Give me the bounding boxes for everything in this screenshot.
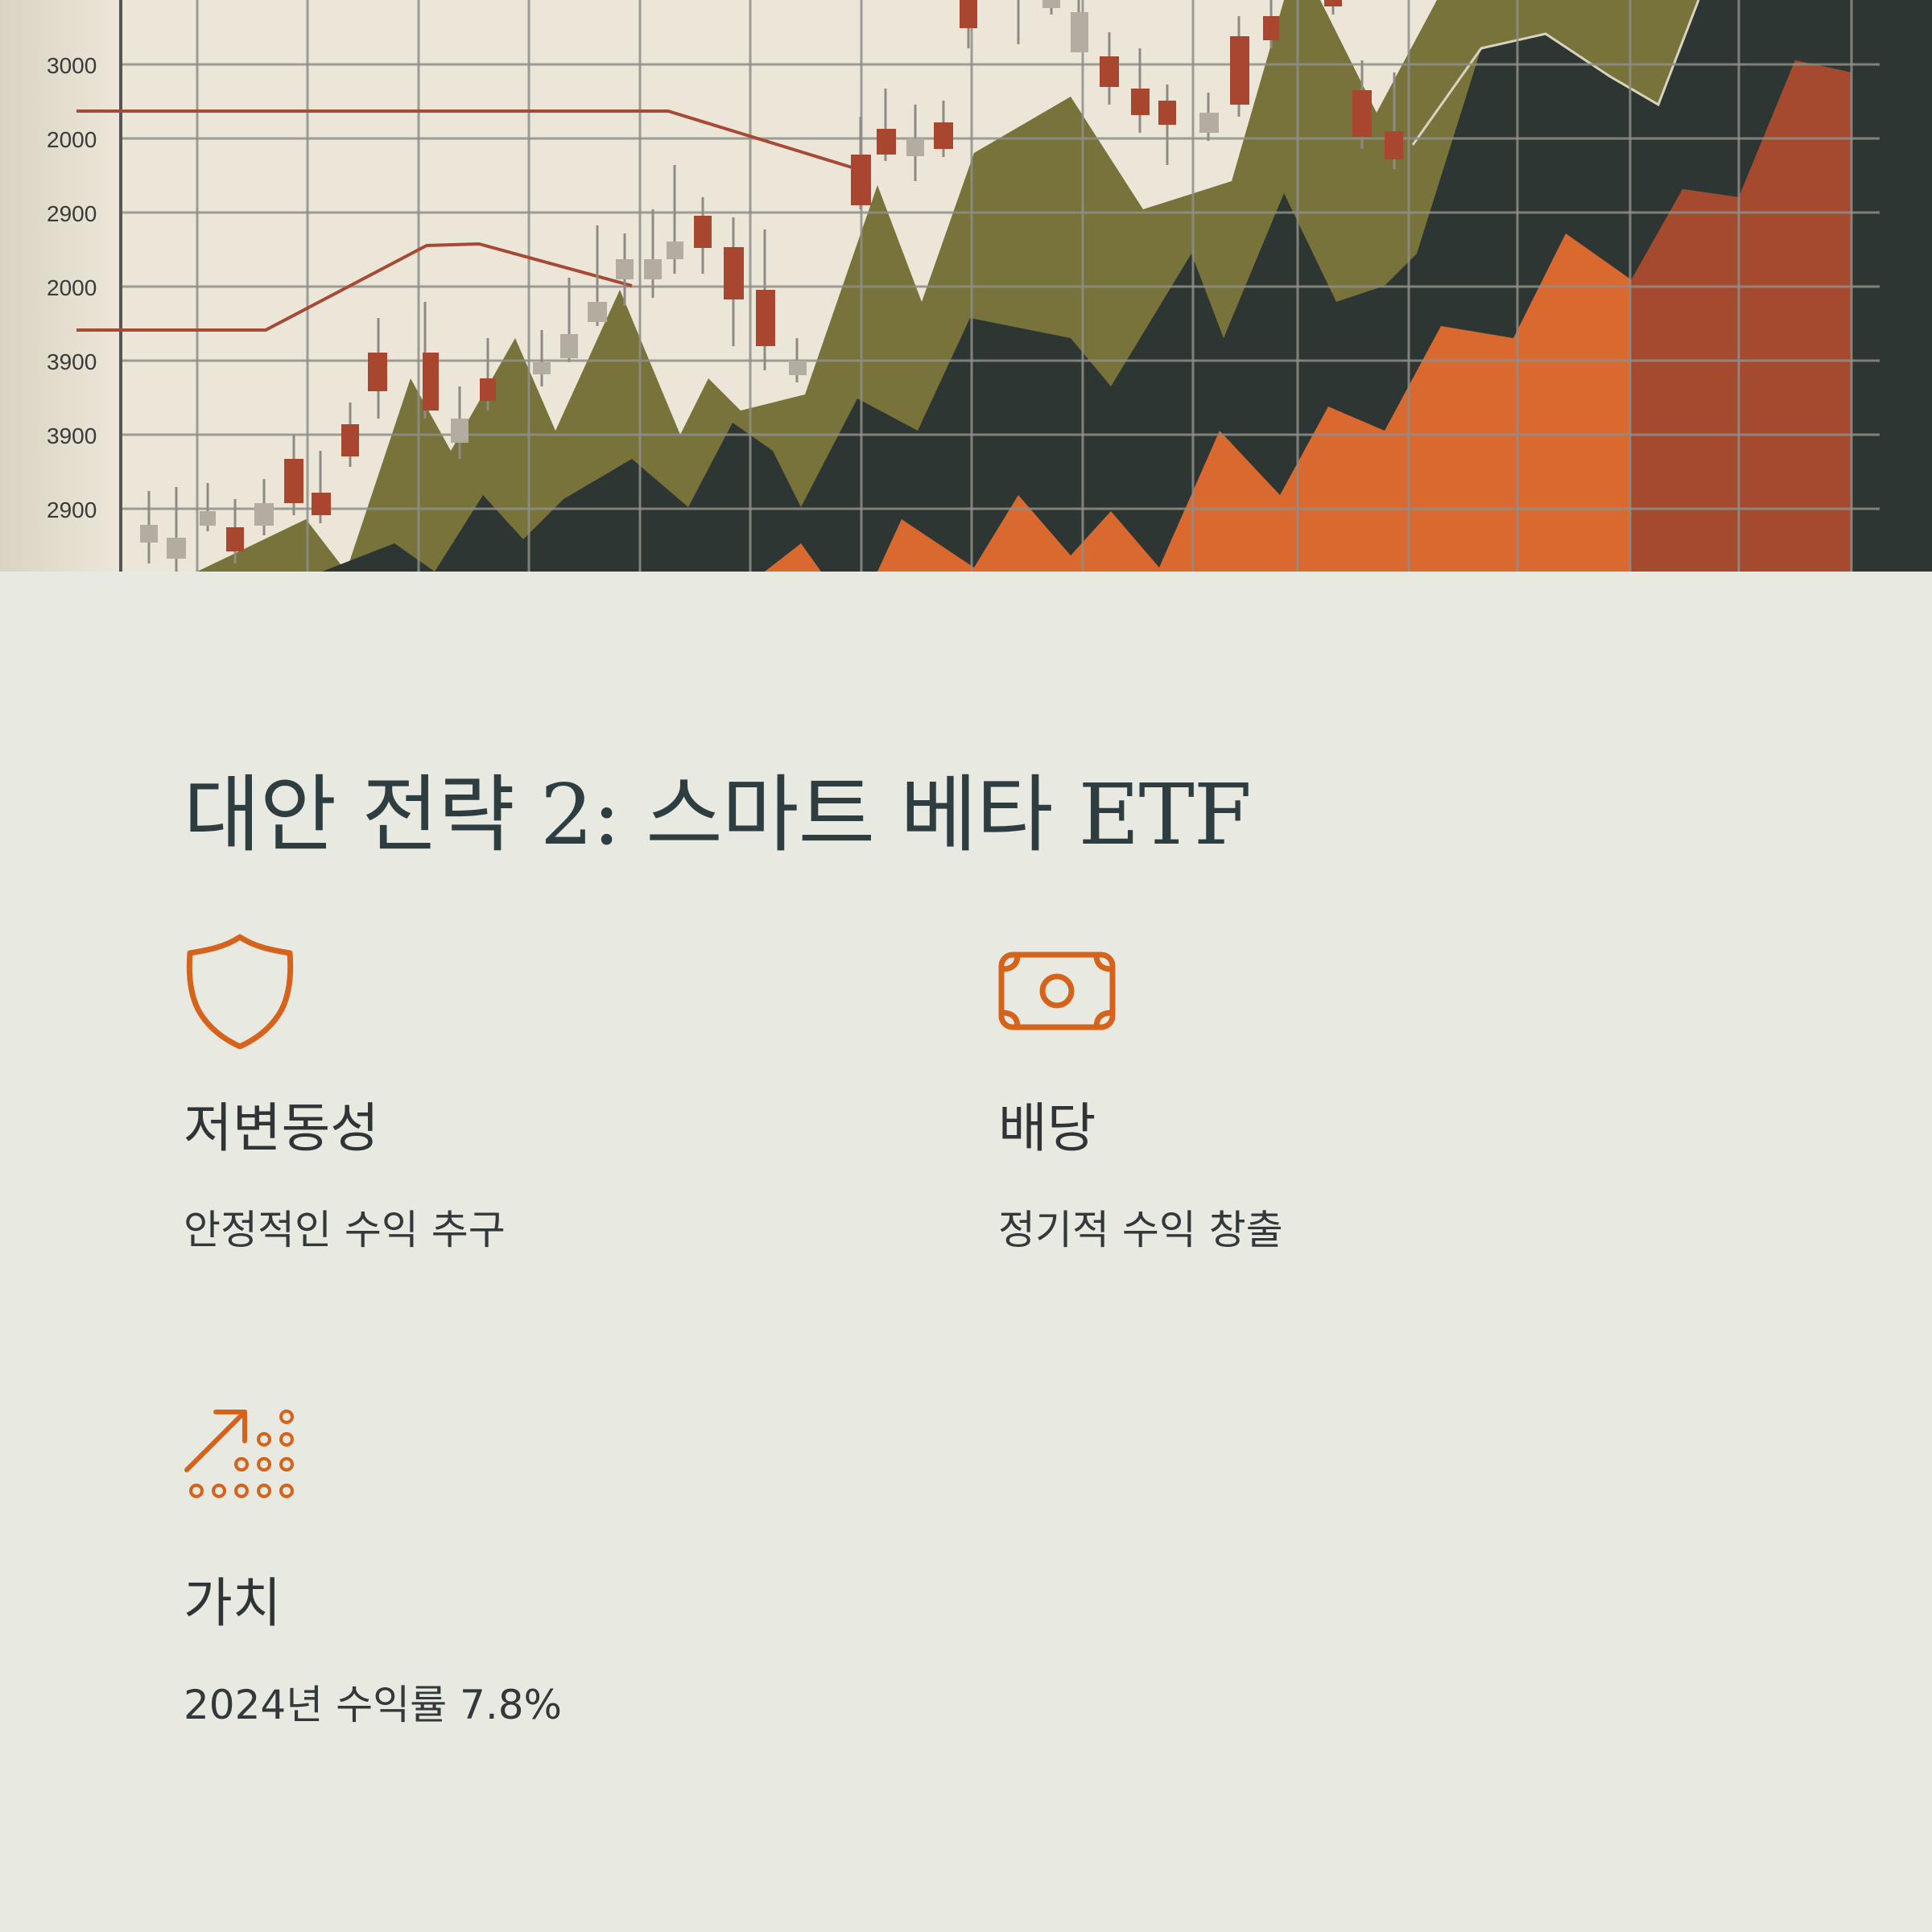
feature-description: 2024년 수익률 7.8% [184,1682,563,1728]
orange-area [765,60,1852,572]
candlesticks [140,0,1403,572]
upper-ma-line [76,109,858,171]
lower-ma-line [76,242,633,332]
feature-low-volatility: 저변동성 안정적인 수익 추구 [184,932,828,1270]
feature-description: 안정적인 수익 추구 [184,1207,506,1253]
y-axis-label: 3000 [47,53,97,78]
feature-dividend: 배당 정기적 수익 창출 [998,932,1642,1270]
chart-grid [119,0,1880,572]
feature-description: 정기적 수익 창출 [998,1207,1283,1253]
feature-title: 배당 [998,1097,1096,1159]
growth-dots-icon [184,1407,300,1515]
shield-icon [184,932,296,1052]
y-axis-label: 3900 [47,349,97,374]
y-axis-label: 3900 [47,423,97,448]
y-axis-label: 2000 [47,275,97,300]
hero-chart-illustration: 3000 2000 2900 2000 3900 3900 2900 [0,0,1932,572]
y-axis-label: 2900 [47,201,97,226]
page-title: 대안 전략 2: 스마트 베타 ETF [184,766,1252,864]
feature-title: 저변동성 [184,1097,379,1159]
feature-title: 가치 [184,1572,282,1634]
rust-area [1630,60,1852,572]
y-axis-label: 2000 [47,127,97,152]
y-axis-labels: 3000 2000 2900 2000 3900 3900 2900 [47,53,97,522]
feature-value: 가치 2024년 수익률 7.8% [184,1407,828,1745]
y-axis-label: 2900 [47,497,97,522]
banknote-icon [998,932,1119,1048]
